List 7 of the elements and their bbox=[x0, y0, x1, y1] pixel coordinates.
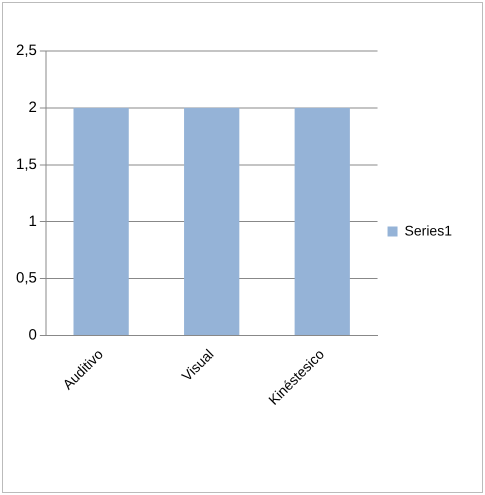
y-tick-label: 0 bbox=[28, 326, 37, 344]
y-tick-label: 2,5 bbox=[16, 42, 37, 60]
y-tick-label: 2 bbox=[28, 99, 37, 116]
y-tick-label: 0,5 bbox=[16, 270, 37, 287]
legend-label: Series1 bbox=[404, 222, 452, 238]
y-tick-label: 1,5 bbox=[16, 156, 37, 173]
y-tick-label: 1 bbox=[28, 212, 37, 230]
